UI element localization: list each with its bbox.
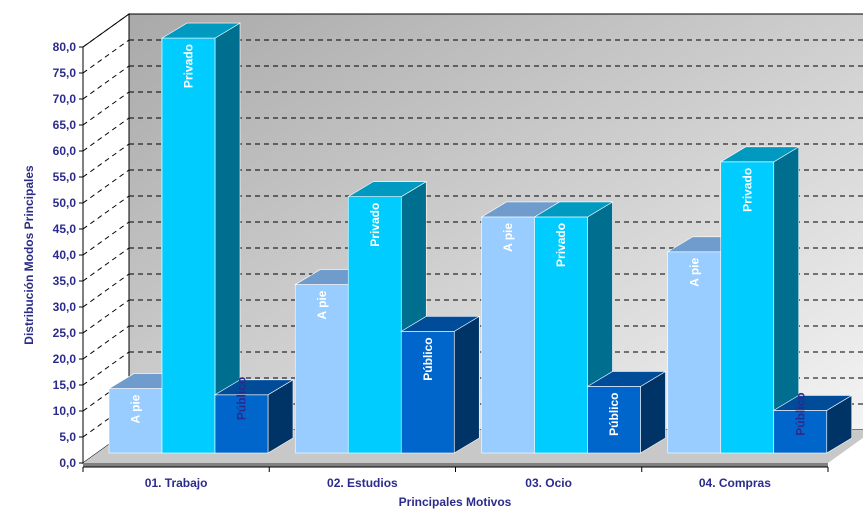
bar-top — [213, 379, 295, 396]
gridline-side — [82, 13, 130, 48]
bar: Público — [586, 370, 667, 454]
gridline-side — [82, 273, 130, 308]
y-tick-label: 80,0 — [53, 40, 77, 54]
bar-label: Privado — [740, 168, 754, 212]
bar-front — [720, 161, 775, 454]
gridline-side — [82, 117, 130, 152]
bar: Público — [400, 315, 481, 454]
gridline-side — [82, 221, 130, 256]
bar-front — [294, 284, 349, 454]
bar-top — [160, 22, 242, 39]
bar-top — [347, 181, 428, 197]
bar: Privado — [160, 22, 242, 454]
y-axis: 0,0 5,0 10,0 15,0 20,0 25,0 30,0 35,0 40,0 45,0 50… — [53, 40, 84, 470]
gridline-side — [82, 169, 130, 204]
bar: Público — [772, 392, 853, 454]
bar-label: Público — [607, 392, 621, 435]
gridline-side — [82, 247, 130, 282]
bar-label: Público — [421, 337, 435, 380]
bar-label: A pie — [501, 223, 515, 252]
bar-label: Privado — [554, 223, 568, 267]
bar-top — [400, 316, 481, 332]
x-tick-label: 04. Compras — [699, 476, 771, 490]
y-tick-label: 60,0 — [53, 144, 77, 158]
gridline-side — [82, 39, 130, 74]
x-axis-title: Principales Motivos — [399, 495, 512, 509]
bar-front — [108, 388, 163, 454]
bar-label: Público — [235, 377, 249, 420]
bar-front — [400, 331, 455, 454]
bar-front — [534, 216, 588, 454]
bar: Público — [213, 377, 295, 454]
y-tick-label: 25,0 — [53, 326, 77, 340]
y-tick-label: 50,0 — [53, 196, 77, 210]
gridline-side — [82, 91, 130, 126]
y-axis-title: Distribución Modos Principales — [22, 165, 36, 345]
x-tick-label: 03. Ocio — [525, 476, 572, 490]
y-tick-label: 35,0 — [53, 274, 77, 288]
bar-top — [772, 395, 853, 411]
bar-top — [586, 371, 667, 387]
bar-top — [719, 146, 800, 163]
bar-front — [587, 386, 641, 454]
x-tick-label: 01. Trabajo — [145, 476, 208, 490]
bar: Privado — [719, 146, 800, 454]
floor-edge — [83, 463, 828, 467]
y-tick-label: 5,0 — [59, 430, 76, 444]
bar-label: A pie — [315, 290, 329, 319]
gridline-side — [82, 65, 130, 100]
bar-front — [667, 251, 722, 454]
y-tick-label: 15,0 — [53, 378, 77, 392]
y-tick-label: 30,0 — [53, 300, 77, 314]
bar-label: Público — [793, 392, 807, 435]
bar-front — [347, 196, 402, 454]
bar-label: Privado — [368, 203, 382, 247]
gridline-side — [82, 143, 130, 178]
bar-side — [453, 315, 480, 454]
bar-front — [214, 394, 269, 454]
y-tick-label: 0,0 — [59, 456, 76, 470]
bar-label: A pie — [687, 257, 701, 286]
y-tick-label: 10,0 — [53, 404, 77, 418]
bar-front — [161, 37, 216, 454]
y-tick-label: 65,0 — [53, 118, 77, 132]
gridline-side — [82, 299, 130, 334]
bar-label: A pie — [129, 394, 143, 423]
bar: Privado — [533, 201, 614, 454]
y-tick-label: 20,0 — [53, 352, 77, 366]
x-tick-label: 02. Estudios — [327, 476, 398, 490]
gridline-side — [82, 195, 130, 230]
x-axis: 01. Trabajo 02. Estudios 03. Ocio 04. Compr… — [82, 466, 829, 490]
bars: A pie Privado Público A pie Privado Público A … — [107, 22, 853, 454]
y-tick-label: 55,0 — [53, 170, 77, 184]
gridline-side — [82, 325, 130, 360]
gridline-side — [82, 351, 130, 386]
y-tick-label: 70,0 — [53, 92, 77, 106]
y-tick-label: 75,0 — [53, 66, 77, 80]
y-tick-label: 45,0 — [53, 222, 77, 236]
bar-front — [481, 216, 535, 454]
bar-top — [533, 201, 614, 218]
bar-label: Privado — [182, 44, 196, 88]
y-tick-label: 40,0 — [53, 248, 77, 262]
